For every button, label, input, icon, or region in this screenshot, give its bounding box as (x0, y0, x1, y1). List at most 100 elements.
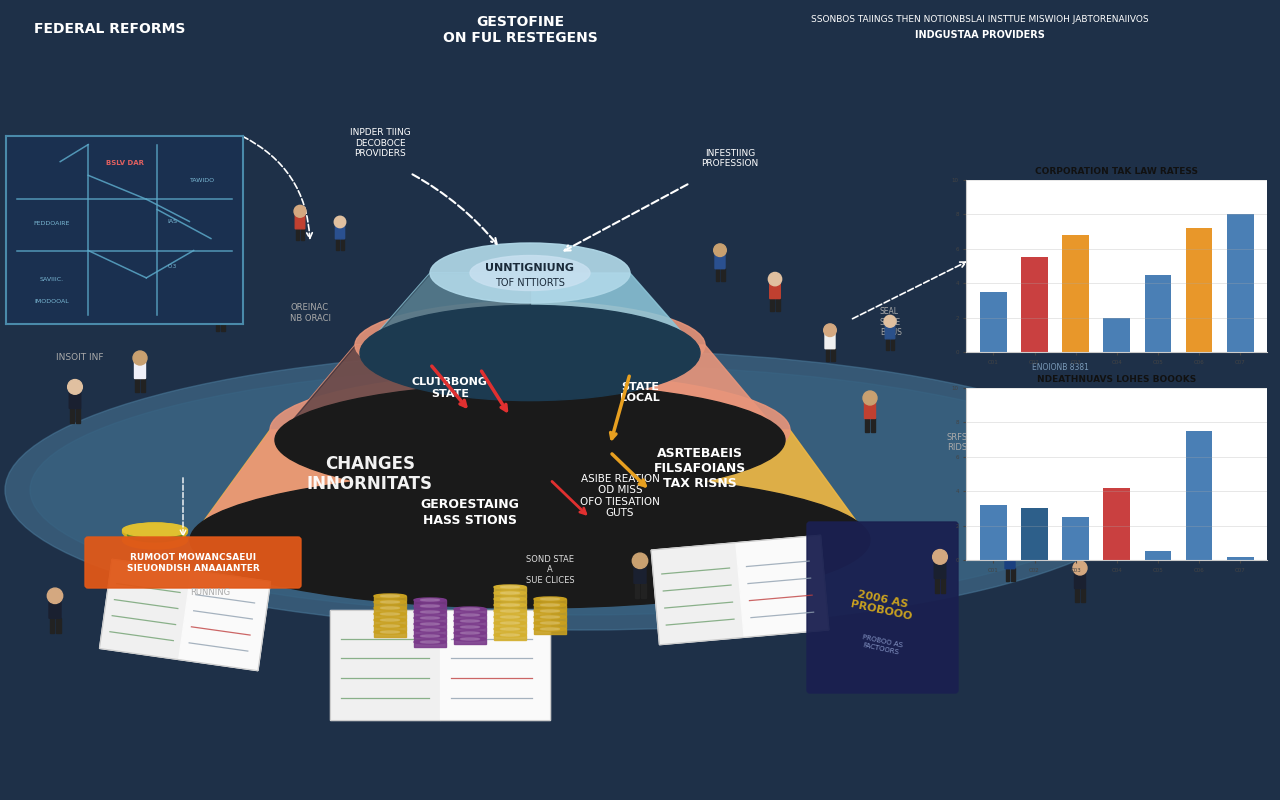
Ellipse shape (461, 626, 480, 628)
Text: UNNTIGNIUNG: UNNTIGNIUNG (485, 263, 575, 273)
Bar (454, 633, 486, 638)
Ellipse shape (461, 608, 480, 610)
Bar (454, 639, 486, 644)
Bar (1103, 488, 1130, 560)
Text: O.3: O.3 (168, 264, 177, 269)
Bar (106, 254, 109, 265)
Bar (776, 298, 780, 311)
Bar (826, 348, 829, 361)
Bar (374, 602, 406, 607)
Text: SOND STAE
A
SUE CLICES: SOND STAE A SUE CLICES (526, 555, 575, 585)
Ellipse shape (374, 630, 406, 634)
FancyBboxPatch shape (100, 559, 191, 659)
Bar (1062, 235, 1089, 352)
Ellipse shape (413, 610, 445, 614)
Ellipse shape (380, 630, 399, 634)
Bar (494, 599, 526, 604)
Bar (413, 618, 445, 623)
Ellipse shape (374, 600, 406, 604)
Ellipse shape (413, 598, 445, 602)
Ellipse shape (420, 605, 439, 607)
Text: RUMOOT MOWANCSAEUI
SIEUONDISH ANAAIANTER: RUMOOT MOWANCSAEUI SIEUONDISH ANAAIANTER (127, 554, 260, 573)
FancyBboxPatch shape (806, 522, 957, 693)
Text: IMODOOAL: IMODOOAL (35, 299, 69, 305)
Ellipse shape (454, 625, 486, 629)
Text: ASRTEBAEIS
FILSAFOIANS
TAX RISNS: ASRTEBAEIS FILSAFOIANS TAX RISNS (654, 447, 746, 490)
Bar (56, 618, 60, 634)
Bar (1226, 557, 1253, 560)
Bar (413, 600, 445, 605)
FancyBboxPatch shape (634, 562, 646, 583)
Title: CORPORATION TAK LAW RATESS: CORPORATION TAK LAW RATESS (1036, 167, 1198, 177)
FancyBboxPatch shape (296, 213, 305, 229)
Bar (980, 292, 1007, 352)
Ellipse shape (275, 384, 785, 496)
Polygon shape (189, 430, 530, 540)
Bar (534, 605, 566, 610)
Ellipse shape (494, 597, 526, 601)
Ellipse shape (29, 365, 1130, 615)
Title: NDEATHNUAVS LOHES BOOOKS: NDEATHNUAVS LOHES BOOOKS (1037, 375, 1197, 385)
Bar (494, 593, 526, 598)
Text: OREINAC
NB ORACI: OREINAC NB ORACI (289, 303, 330, 322)
Ellipse shape (5, 350, 1155, 630)
Bar (454, 621, 486, 626)
Ellipse shape (189, 472, 870, 608)
Text: GEROESTAING
HASS STIONS: GEROESTAING HASS STIONS (421, 498, 520, 526)
Bar (494, 587, 526, 592)
Ellipse shape (461, 638, 480, 640)
Circle shape (159, 282, 172, 296)
Bar (454, 627, 486, 632)
Bar (870, 418, 876, 432)
Text: ENOIONB 8381: ENOIONB 8381 (1032, 363, 1088, 372)
Ellipse shape (461, 632, 480, 634)
Ellipse shape (380, 619, 399, 621)
Bar (721, 268, 724, 281)
Bar (1006, 568, 1009, 581)
Circle shape (768, 273, 782, 286)
Ellipse shape (380, 595, 399, 597)
Polygon shape (189, 430, 870, 540)
Ellipse shape (380, 625, 399, 627)
Ellipse shape (420, 617, 439, 619)
Ellipse shape (420, 641, 439, 643)
Text: GESTOFINE
ON FUL RESTEGENS: GESTOFINE ON FUL RESTEGENS (443, 15, 598, 45)
Ellipse shape (374, 618, 406, 622)
FancyBboxPatch shape (652, 542, 744, 645)
Bar (413, 624, 445, 629)
Text: FEDDOAIRE: FEDDOAIRE (33, 221, 70, 226)
Ellipse shape (380, 606, 399, 610)
Circle shape (100, 232, 110, 243)
Ellipse shape (540, 616, 559, 618)
Bar (374, 626, 406, 631)
Ellipse shape (470, 255, 590, 290)
Bar (374, 596, 406, 601)
Ellipse shape (413, 604, 445, 608)
Bar (56, 268, 59, 280)
Bar (1103, 318, 1130, 352)
Ellipse shape (420, 629, 439, 631)
Ellipse shape (420, 611, 439, 613)
Circle shape (47, 588, 63, 603)
Text: PROBOO AS
FACTOORS: PROBOO AS FACTOORS (860, 634, 904, 656)
Ellipse shape (500, 610, 520, 612)
Ellipse shape (534, 603, 566, 607)
Ellipse shape (500, 604, 520, 606)
Text: FEDERAL REFORMS: FEDERAL REFORMS (35, 22, 186, 36)
Ellipse shape (128, 528, 183, 542)
Ellipse shape (413, 628, 445, 632)
FancyBboxPatch shape (179, 570, 270, 670)
Ellipse shape (360, 306, 700, 401)
Bar (374, 614, 406, 619)
Ellipse shape (374, 606, 406, 610)
Ellipse shape (500, 628, 520, 630)
Bar (865, 418, 869, 432)
Bar (1185, 431, 1212, 560)
Bar (134, 378, 140, 392)
Bar (831, 348, 835, 361)
Bar (891, 338, 895, 350)
Ellipse shape (454, 619, 486, 623)
Bar (1011, 568, 1015, 581)
Ellipse shape (500, 616, 520, 618)
Bar (374, 632, 406, 637)
